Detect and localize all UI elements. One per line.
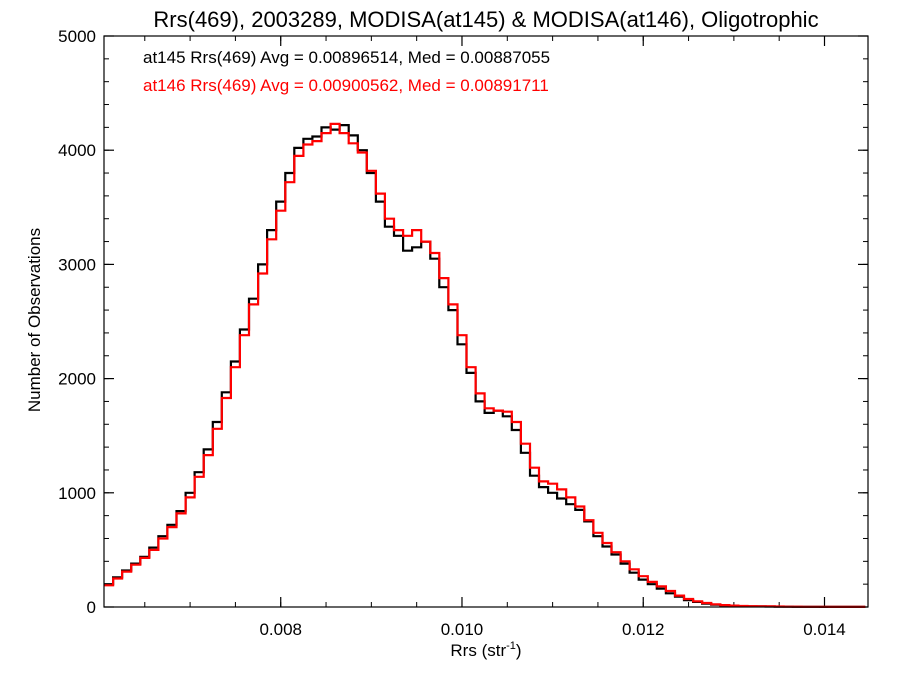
series-line-at146 (104, 122, 866, 608)
x-tick-label: 0.014 (803, 620, 846, 639)
x-axis-label: Rrs (str-1) (450, 640, 521, 660)
y-tick-label: 0 (87, 598, 96, 617)
y-tick-label: 2000 (58, 370, 96, 389)
series-line-at145 (104, 124, 866, 608)
axis-ticks: 0.008 0.010 0.012 0.014 0 1000 2000 3000 4000 500… (58, 27, 868, 639)
legend-at146-stats: at146 Rrs(469) Avg = 0.00900562, Med = 0… (143, 76, 549, 95)
y-axis-label: Number of Observations (25, 228, 44, 412)
series-group (104, 122, 866, 608)
y-tick-label: 4000 (58, 141, 96, 160)
chart-title: Rrs(469), 2003289, MODISA(at145) & MODIS… (153, 7, 818, 32)
plot-frame (103, 35, 869, 608)
x-tick-label: 0.012 (622, 620, 665, 639)
x-axis-label-text: Rrs (str (450, 641, 506, 660)
y-tick-label: 1000 (58, 484, 96, 503)
x-axis-label-superscript: -1 (506, 640, 516, 652)
x-axis-label-close: ) (516, 641, 522, 660)
legend-at145-stats: at145 Rrs(469) Avg = 0.00896514, Med = 0… (143, 48, 550, 67)
y-tick-label: 3000 (58, 255, 96, 274)
x-tick-label: 0.010 (441, 620, 484, 639)
x-tick-label: 0.008 (259, 620, 302, 639)
y-tick-label: 5000 (58, 27, 96, 46)
